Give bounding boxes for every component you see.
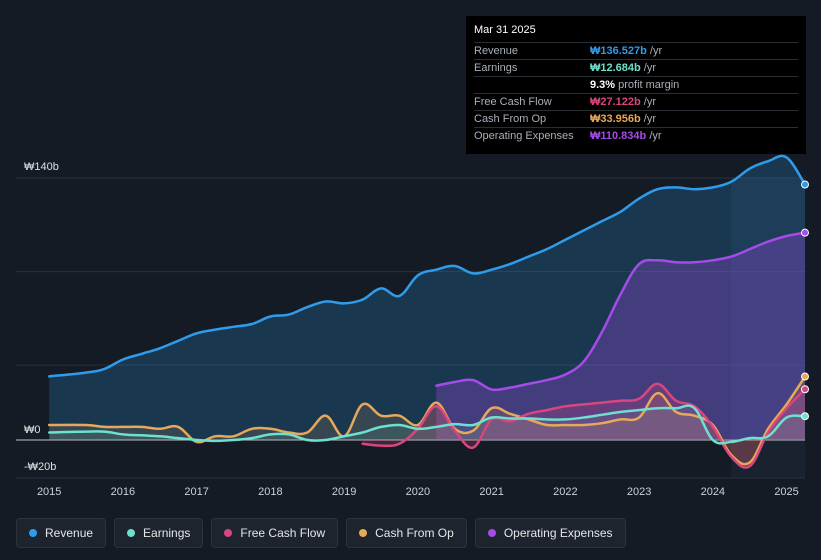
- revenue-area: [49, 155, 805, 440]
- free-cash-flow-line: [361, 382, 807, 469]
- legend-label: Earnings: [143, 526, 191, 540]
- legend-label: Free Cash Flow: [240, 526, 326, 540]
- free-cash-flow-end-point: [801, 385, 809, 394]
- chart-legend: Revenue Earnings Free Cash Flow Cash From O…: [16, 518, 626, 548]
- legend-dot: [359, 529, 368, 537]
- legend-item-free-cash-flow[interactable]: Free Cash Flow: [211, 518, 339, 548]
- legend-label: Operating Expenses: [503, 526, 613, 540]
- legend-item-operating-expenses[interactable]: Operating Expenses: [474, 518, 626, 548]
- operating-expenses-end-point: [801, 228, 809, 237]
- x-tick-label: 2021: [479, 486, 503, 498]
- x-tick-label: 2020: [406, 486, 430, 498]
- earnings-area: [49, 405, 805, 444]
- x-tick-label: 2019: [332, 486, 356, 498]
- legend-item-earnings[interactable]: Earnings: [114, 518, 204, 548]
- cash-from-op-end-point: [801, 372, 809, 381]
- tooltip-label: Operating Expenses: [474, 130, 574, 142]
- y-tick-label: -₩20b: [24, 461, 56, 473]
- tooltip-row: Earnings ₩12.684b /yr: [474, 59, 798, 76]
- tooltip-label: Revenue: [474, 45, 519, 57]
- tooltip-value: 9.3% profit margin: [590, 79, 680, 91]
- legend-dot: [487, 529, 496, 537]
- x-tick-label: 2018: [258, 486, 282, 498]
- x-tick-label: 2024: [701, 486, 725, 498]
- tooltip-row: Operating Expenses ₩110.834b /yr: [474, 127, 798, 144]
- legend-dot: [224, 529, 233, 537]
- earnings-end-point: [801, 412, 809, 421]
- data-tooltip: Mar 31 2025 Revenue ₩136.527b /yr Earnings…: [466, 16, 806, 154]
- legend-item-cash-from-op[interactable]: Cash From Op: [346, 518, 467, 548]
- tooltip-label: Earnings: [474, 62, 518, 74]
- legend-label: Cash From Op: [375, 526, 454, 540]
- tooltip-date: Mar 31 2025: [474, 24, 536, 36]
- cash-from-op-area: [49, 376, 805, 465]
- tooltip-label: [474, 77, 590, 93]
- operating-expenses-area: [436, 232, 805, 440]
- tooltip-value: ₩33.956b /yr: [590, 113, 657, 125]
- revenue-end-point: [801, 180, 809, 189]
- tooltip-label: Cash From Op: [474, 113, 547, 125]
- legend-dot: [29, 529, 37, 537]
- operating-expenses-line: [435, 231, 807, 392]
- tooltip-row: Free Cash Flow ₩27.122b /yr: [474, 93, 798, 110]
- tooltip-value: ₩12.684b /yr: [590, 62, 657, 74]
- x-tick-label: 2017: [184, 486, 208, 498]
- revenue-line: [47, 154, 807, 378]
- tooltip-value: ₩110.834b /yr: [590, 130, 662, 142]
- x-tick-label: 2025: [774, 486, 798, 498]
- tooltip-row: 9.3% profit margin: [474, 76, 798, 93]
- legend-dot: [127, 529, 136, 537]
- financial-chart: ₩140b ₩0 -₩20b 2015 2016 2017 2018 2019 2020 2021…: [16, 154, 809, 498]
- tooltip-value: ₩136.527b /yr: [590, 45, 663, 57]
- tooltip-value: ₩27.122b /yr: [590, 96, 657, 108]
- tooltip-row: Revenue ₩136.527b /yr: [474, 42, 798, 59]
- tooltip-row: Cash From Op ₩33.956b /yr: [474, 110, 798, 127]
- legend-label: Revenue: [45, 526, 94, 540]
- y-tick-label: ₩0: [24, 424, 41, 436]
- tooltip-label: Free Cash Flow: [474, 96, 552, 108]
- x-tick-label: 2023: [627, 486, 651, 498]
- x-tick-label: 2015: [37, 486, 61, 498]
- x-tick-label: 2022: [553, 486, 577, 498]
- earnings-line: [47, 404, 807, 445]
- x-tick-label: 2016: [111, 486, 135, 498]
- y-tick-label: ₩140b: [24, 161, 59, 173]
- legend-item-revenue[interactable]: Revenue: [16, 518, 107, 548]
